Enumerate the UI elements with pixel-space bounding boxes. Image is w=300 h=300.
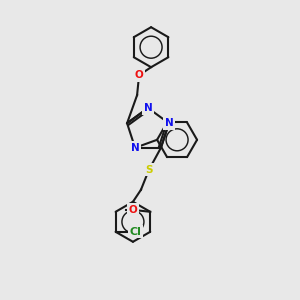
Text: O: O	[129, 205, 138, 215]
Text: N: N	[131, 143, 140, 153]
Text: Cl: Cl	[130, 227, 142, 237]
Text: S: S	[145, 165, 153, 175]
Text: O: O	[135, 70, 143, 80]
Text: N: N	[144, 103, 152, 113]
Text: N: N	[164, 118, 173, 128]
